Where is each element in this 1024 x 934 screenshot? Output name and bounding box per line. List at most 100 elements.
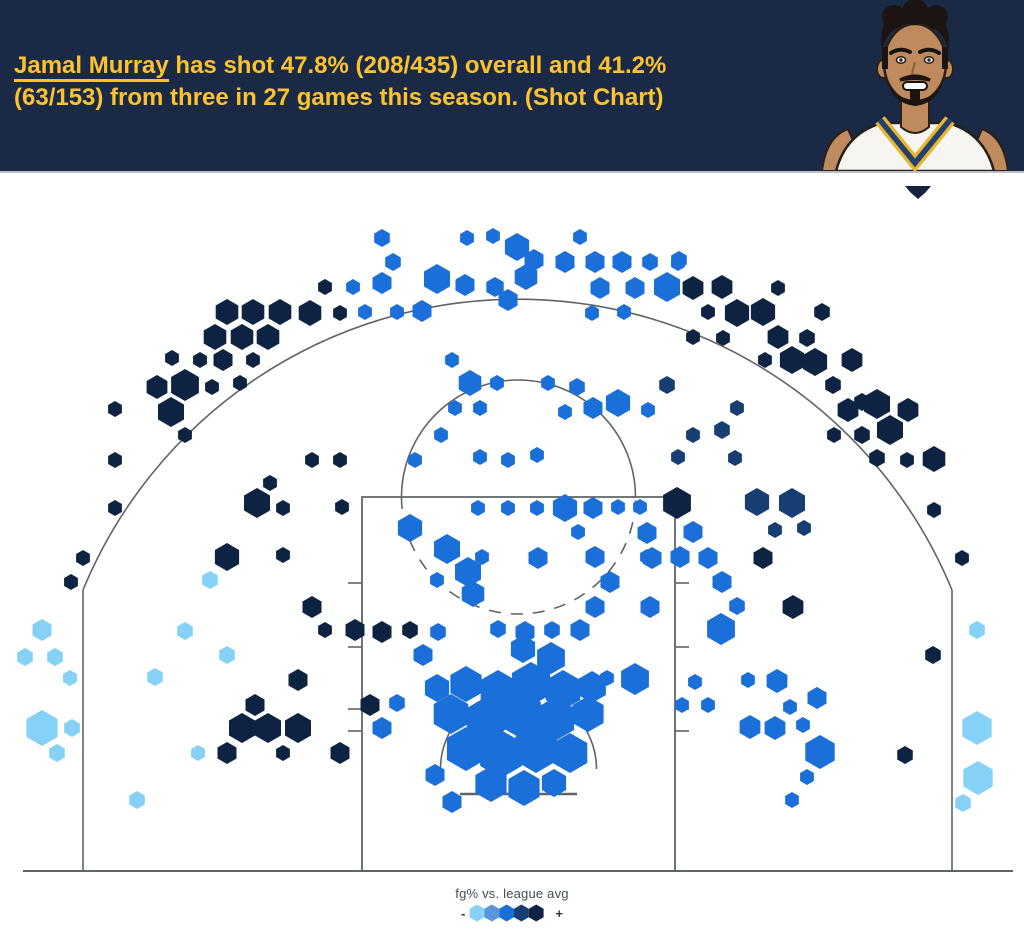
shot-hexbin bbox=[64, 719, 80, 737]
shot-hexbin bbox=[335, 499, 349, 515]
shot-hexbin bbox=[216, 299, 239, 325]
shot-hexbin bbox=[638, 522, 657, 544]
shot-hexbin bbox=[741, 672, 755, 688]
shot-hexbin bbox=[178, 427, 192, 443]
shot-hexbin bbox=[147, 375, 168, 399]
shot-hexbin bbox=[586, 596, 605, 618]
shot-hexbin bbox=[925, 646, 941, 664]
shot-hexbin bbox=[799, 329, 815, 347]
shot-hexbin bbox=[49, 744, 65, 762]
shot-hexbin bbox=[751, 298, 775, 326]
shot-chart bbox=[0, 173, 1024, 934]
shot-hexbin bbox=[33, 619, 52, 641]
shot-hexbin bbox=[191, 745, 205, 761]
legend-hex-scale bbox=[469, 903, 551, 923]
shot-hexbin bbox=[204, 324, 227, 350]
shot-hexbin bbox=[584, 497, 603, 519]
court-canvas bbox=[0, 173, 1024, 934]
shot-hexbin bbox=[745, 488, 769, 516]
shot-hexbin bbox=[318, 622, 332, 638]
shot-hexbin bbox=[585, 305, 599, 321]
legend-hex-3 bbox=[514, 905, 529, 922]
shot-hexbin bbox=[728, 450, 742, 466]
shot-hexbin bbox=[558, 404, 572, 420]
shot-hexbin bbox=[229, 713, 255, 743]
legend-hex-2 bbox=[500, 905, 515, 922]
shot-hexbin bbox=[473, 449, 487, 465]
shot-hexbin bbox=[26, 710, 57, 746]
shot-hexbin bbox=[17, 648, 33, 666]
shot-hexbin bbox=[671, 546, 690, 568]
shot-hexbin bbox=[246, 352, 260, 368]
shot-hexbin bbox=[654, 272, 680, 302]
shot-hexbin bbox=[193, 352, 207, 368]
shot-hexbin bbox=[508, 770, 539, 806]
shot-hexbin bbox=[358, 304, 372, 320]
shot-hexbin bbox=[779, 488, 805, 518]
shot-hexbin bbox=[758, 352, 772, 368]
shot-hexbin bbox=[642, 253, 658, 271]
shot-hexbin bbox=[808, 687, 827, 709]
shot-hexbin bbox=[712, 275, 733, 299]
shot-hexbin bbox=[361, 694, 380, 716]
shot-hexbin bbox=[827, 427, 841, 443]
shot-hexbin bbox=[501, 500, 515, 516]
shot-hexbin bbox=[962, 711, 991, 745]
shot-hexbin bbox=[586, 251, 605, 273]
shot-hexbin bbox=[214, 349, 233, 371]
shot-hexbin bbox=[688, 674, 702, 690]
shot-hexbin bbox=[205, 379, 219, 395]
shot-hexbin bbox=[927, 502, 941, 518]
shot-hexbin bbox=[473, 400, 487, 416]
shot-hexbin bbox=[541, 375, 555, 391]
shot-hexbin bbox=[424, 264, 450, 294]
shot-hexbin bbox=[285, 713, 311, 743]
shot-hexbin bbox=[64, 574, 78, 590]
shot-hexbin bbox=[231, 324, 254, 350]
shot-hexbin bbox=[897, 746, 913, 764]
shot-hexbin bbox=[803, 348, 827, 376]
legend-plus: + bbox=[555, 907, 563, 920]
shot-hexbin bbox=[701, 697, 715, 713]
shot-hexbin bbox=[389, 694, 405, 712]
shot-hexbin bbox=[434, 534, 460, 564]
shot-hexbin bbox=[218, 742, 237, 764]
shot-hexbin bbox=[398, 514, 422, 542]
shot-hexbin bbox=[471, 500, 485, 516]
shot-hexbin bbox=[373, 717, 392, 739]
page: Jamal Murray has shot 47.8% (208/435) ov… bbox=[0, 0, 1024, 934]
shot-hexbin bbox=[257, 324, 280, 350]
shot-hexbin bbox=[923, 446, 946, 472]
shot-hexbin bbox=[571, 524, 585, 540]
shot-hexbin bbox=[165, 350, 179, 366]
legend-hex-1 bbox=[485, 905, 500, 922]
shot-hexbin bbox=[289, 669, 308, 691]
shot-hexbin bbox=[730, 400, 744, 416]
shot-hexbin bbox=[707, 613, 735, 645]
shot-hexbin bbox=[714, 421, 730, 439]
shot-hexbin bbox=[900, 452, 914, 468]
shot-hexbin bbox=[963, 761, 992, 795]
shot-hexbin bbox=[263, 475, 277, 491]
shot-hexbin bbox=[955, 550, 969, 566]
player-avatar bbox=[820, 0, 1010, 171]
shot-hexbin bbox=[601, 571, 620, 593]
shot-hexbin bbox=[955, 794, 971, 812]
shot-hexbin bbox=[699, 547, 718, 569]
shot-hexbin bbox=[683, 276, 704, 300]
player-link[interactable]: Jamal Murray bbox=[14, 52, 169, 82]
shot-hexbin bbox=[434, 427, 448, 443]
shot-hexbin bbox=[255, 713, 281, 743]
shot-hexbin bbox=[825, 376, 841, 394]
shot-hexbin bbox=[501, 452, 515, 468]
shot-hexbin bbox=[606, 389, 630, 417]
shot-hexbin bbox=[641, 596, 660, 618]
shot-hexbin bbox=[613, 251, 632, 273]
shot-hexbin bbox=[796, 717, 810, 733]
shot-hexbin bbox=[814, 303, 830, 321]
shot-hexbin bbox=[430, 572, 444, 588]
shot-hexbin bbox=[108, 452, 122, 468]
shot-hexbin bbox=[530, 500, 544, 516]
headline: Jamal Murray has shot 47.8% (208/435) ov… bbox=[14, 50, 754, 114]
shot-hexbin bbox=[765, 716, 786, 740]
